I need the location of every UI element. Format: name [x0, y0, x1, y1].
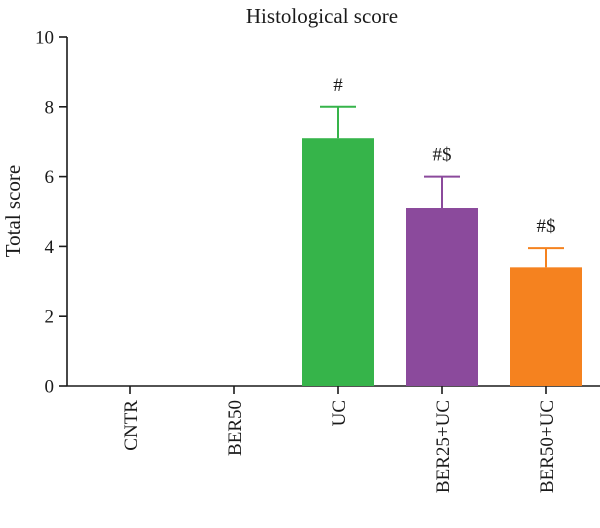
significance-label: #	[333, 75, 343, 96]
y-tick-label: 0	[45, 377, 55, 398]
bar	[406, 208, 478, 386]
y-tick-label: 4	[45, 237, 55, 258]
x-tick-label: BER50+UC	[537, 400, 558, 493]
plot-area: 0 2 4 6 8 10 CNTR BER50 UC # BER25+UC #$ BER50+UC #$	[35, 28, 600, 493]
significance-label: #$	[433, 145, 452, 166]
y-tick-label: 10	[35, 28, 54, 49]
x-tick-label: BER50	[225, 400, 246, 456]
bar	[302, 138, 374, 386]
y-axis-label: Total score	[1, 165, 25, 257]
x-tick-label: BER25+UC	[433, 400, 454, 493]
significance-label: #$	[537, 216, 556, 237]
bar	[510, 267, 582, 386]
chart-title: Histological score	[246, 4, 398, 28]
x-tick-label: CNTR	[121, 400, 142, 451]
y-tick-label: 2	[45, 307, 55, 328]
y-tick-label: 6	[45, 167, 55, 188]
x-tick-label: UC	[329, 400, 350, 426]
y-tick-label: 8	[45, 97, 55, 118]
